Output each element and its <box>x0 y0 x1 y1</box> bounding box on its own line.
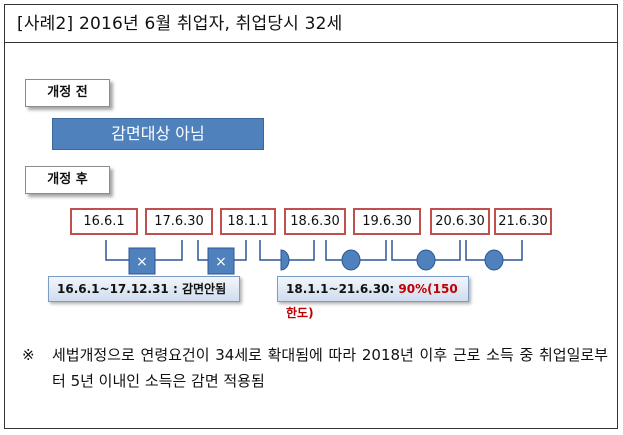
case-frame: [사례2] 2016년 6월 취업자, 취업당시 32세 <box>4 4 618 429</box>
period-label-reduction: 18.1.1~21.6.30: 90%(150한도) <box>277 276 469 320</box>
period-label-no-reduction: 16.6.1~17.12.31 : 감면안됨 <box>48 276 240 302</box>
date-box-1: 16.6.1 <box>70 208 138 235</box>
period-1-range: 16.6.1~17.12.31 <box>57 282 169 296</box>
case-title: [사례2] 2016년 6월 취업자, 취업당시 32세 <box>5 5 617 43</box>
before-revision-label: 개정 전 <box>25 79 110 107</box>
period-2-result: 90%(150한도) <box>286 282 458 320</box>
date-box-4: 18.6.30 <box>284 208 346 235</box>
circle-icon <box>341 249 361 271</box>
date-box-2: 17.6.30 <box>145 208 213 235</box>
x-mark-symbol: × <box>215 254 227 270</box>
period-1-result: 감면안됨 <box>181 282 227 296</box>
date-box-7: 21.6.30 <box>494 208 552 235</box>
period-1-separator: : <box>168 282 182 296</box>
x-mark-icon <box>207 247 235 275</box>
no-reduction-bar: 감면대상 아님 <box>52 118 264 150</box>
footnote-text: 세법개정으로 연령요건이 34세로 확대됨에 따라 2018년 이후 근로 소득… <box>52 346 608 390</box>
date-box-3: 18.1.1 <box>220 208 276 235</box>
half-circle-icon <box>280 249 290 271</box>
after-revision-label: 개정 후 <box>25 166 110 194</box>
date-box-5: 19.6.30 <box>353 208 421 235</box>
circle-icon <box>484 249 504 271</box>
circle-icon <box>416 249 436 271</box>
period-2-range: 18.1.1~21.6.30: <box>286 282 399 296</box>
x-mark-symbol: × <box>136 254 148 270</box>
x-mark-icon <box>128 247 156 275</box>
date-box-6: 20.6.30 <box>430 208 490 235</box>
reference-mark: ※ <box>22 346 35 364</box>
